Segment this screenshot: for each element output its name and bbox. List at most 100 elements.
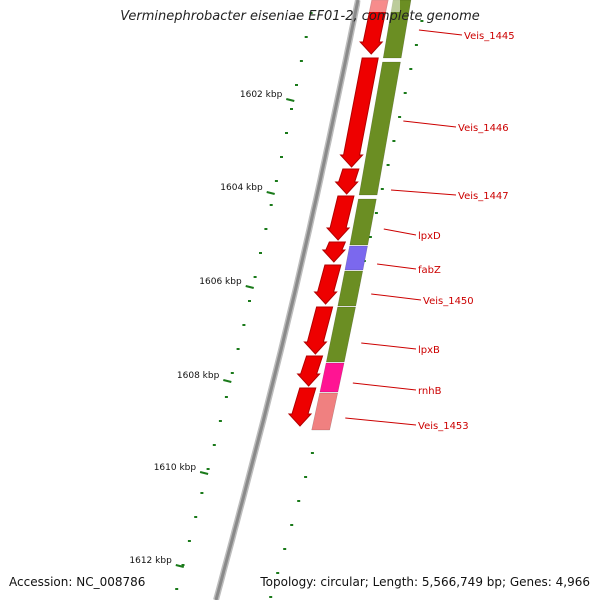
gene-label: lpxB: [418, 345, 440, 356]
gene-leader-line: [377, 263, 417, 270]
forward-gene-arrow: [325, 195, 355, 241]
gene-leader-line: [352, 382, 417, 391]
reverse-gene-track: [311, 0, 412, 431]
forward-gene-arrow: [296, 355, 324, 387]
kbp-label: 1604 kbp: [220, 183, 263, 193]
major-tick: [199, 471, 209, 475]
kbp-labels: 1602 kbp 1604 kbp 1606 kbp 1608 kbp 1610 kbp…: [129, 90, 295, 568]
outer-tick: [283, 548, 287, 550]
minor-tick: [259, 252, 262, 254]
kbp-label: 1602 kbp: [240, 90, 283, 100]
gene-leader-line: [418, 29, 463, 36]
minor-tick: [200, 492, 204, 494]
forward-gene-track: [287, 0, 389, 427]
outer-tick: [297, 500, 301, 502]
minor-tick: [274, 180, 278, 182]
minor-ticks: [175, 12, 313, 590]
reverse-gene-segment: [319, 362, 345, 393]
minor-tick: [187, 540, 191, 542]
reverse-gene-segment: [311, 392, 339, 431]
gene-leader-line: [345, 417, 417, 426]
major-tick: [223, 379, 232, 383]
gene-label: Veis_1450: [423, 296, 474, 307]
major-tick: [245, 285, 254, 289]
minor-tick: [218, 420, 222, 422]
minor-tick: [269, 204, 273, 206]
fade-overlay: [360, 0, 400, 12]
outer-tick: [392, 140, 396, 142]
reverse-gene-segment: [325, 306, 356, 363]
kbp-label: 1606 kbp: [199, 277, 242, 287]
gene-leader-line: [371, 293, 422, 301]
outer-tick: [368, 236, 372, 238]
topology-text: Topology: circular; Length: 5,566,749 bp…: [260, 575, 590, 589]
outer-tick: [386, 164, 390, 166]
forward-gene-arrow: [303, 306, 334, 355]
outer-tick: [310, 452, 314, 454]
reverse-gene-segment: [344, 245, 368, 271]
minor-tick: [280, 156, 283, 158]
minor-tick: [206, 468, 210, 470]
gene-label: Veis_1445: [464, 31, 515, 42]
forward-gene-arrow: [334, 168, 360, 195]
outer-tick: [290, 524, 294, 526]
outer-tick: [304, 476, 308, 478]
forward-gene-arrow: [321, 241, 347, 263]
minor-tick: [212, 444, 216, 446]
outer-tick: [403, 92, 407, 94]
gene-label: Veis_1453: [418, 421, 469, 432]
minor-tick: [285, 132, 288, 134]
gene-leader-line: [383, 228, 417, 236]
minor-tick: [253, 276, 257, 278]
outer-tick: [374, 212, 378, 214]
gene-label: rnhB: [418, 386, 442, 397]
minor-tick: [264, 228, 268, 230]
outer-tick: [269, 596, 273, 598]
kbp-label: 1610 kbp: [154, 463, 197, 473]
gene-label: fabZ: [418, 265, 441, 276]
major-tick: [266, 191, 275, 195]
outer-tick: [380, 188, 384, 190]
minor-tick: [290, 108, 293, 110]
reverse-gene-segment: [349, 198, 377, 246]
reverse-gene-segment: [382, 0, 412, 59]
kbp-label: 1608 kbp: [177, 371, 220, 381]
minor-tick: [248, 300, 251, 302]
forward-gene-arrow: [287, 387, 317, 427]
minor-tick: [230, 372, 234, 374]
reverse-gene-segment: [337, 270, 364, 307]
minor-tick: [175, 588, 179, 590]
gene-labels: Veis_1445 Veis_1446 Veis_1447 lpxD fabZ Veis_…: [345, 29, 515, 432]
major-tick: [286, 98, 295, 102]
major-tick: [175, 564, 185, 568]
outer-tick: [276, 572, 280, 574]
backbone-line: [214, 0, 360, 601]
genome-title: Verminephrobacter eiseniae EF01-2, compl…: [120, 9, 480, 24]
minor-tick: [299, 60, 303, 62]
forward-gene-arrow: [339, 57, 379, 168]
minor-tick: [236, 348, 240, 350]
minor-tick: [224, 396, 228, 398]
gene-leader-line: [361, 342, 417, 350]
minor-tick: [181, 564, 185, 566]
minor-tick: [194, 516, 198, 518]
backbone-shadow: [213, 0, 361, 601]
forward-gene-arrow: [313, 264, 342, 305]
outer-tick: [414, 44, 418, 46]
reverse-gene-segment: [358, 61, 401, 196]
kbp-label: 1612 kbp: [129, 556, 172, 566]
outer-tick: [398, 116, 402, 118]
minor-tick: [295, 84, 298, 86]
backbone-track: [213, 0, 361, 601]
minor-tick: [304, 36, 308, 38]
minor-tick: [242, 324, 246, 326]
gene-label: Veis_1447: [458, 191, 509, 202]
gene-leader-line: [403, 120, 457, 128]
gene-leader-line: [390, 189, 457, 196]
outer-tick: [409, 68, 413, 70]
minor-tick: [309, 12, 313, 14]
accession-text: Accession: NC_008786: [9, 575, 146, 589]
gene-label: Veis_1446: [458, 123, 509, 134]
